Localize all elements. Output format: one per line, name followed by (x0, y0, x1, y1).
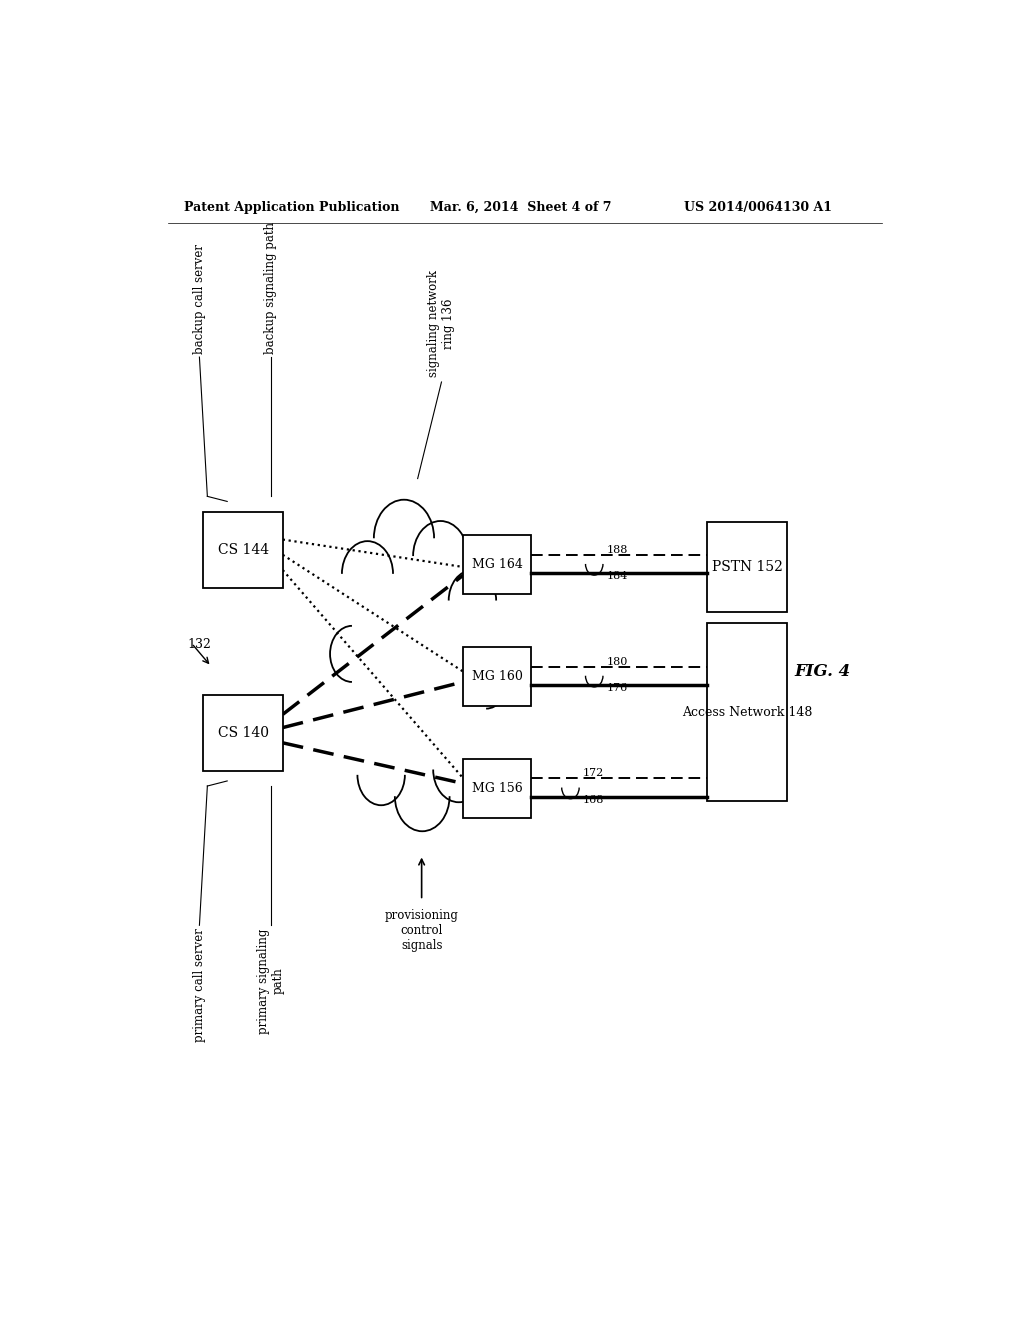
Text: PSTN 152: PSTN 152 (712, 560, 782, 574)
Text: Patent Application Publication: Patent Application Publication (183, 201, 399, 214)
Circle shape (449, 570, 497, 631)
Ellipse shape (349, 582, 486, 760)
Text: MG 160: MG 160 (472, 671, 522, 684)
Circle shape (464, 652, 508, 709)
Text: CS 140: CS 140 (217, 726, 268, 739)
Text: 132: 132 (187, 638, 211, 651)
Circle shape (433, 737, 484, 803)
FancyBboxPatch shape (708, 623, 786, 801)
Circle shape (395, 762, 450, 832)
Text: 172: 172 (583, 768, 603, 779)
Text: US 2014/0064130 A1: US 2014/0064130 A1 (684, 201, 831, 214)
FancyBboxPatch shape (204, 694, 283, 771)
FancyBboxPatch shape (463, 536, 530, 594)
Text: 184: 184 (606, 572, 628, 581)
Text: primary signaling
path: primary signaling path (257, 928, 285, 1034)
Text: 188: 188 (606, 545, 628, 554)
Text: MG 156: MG 156 (472, 781, 522, 795)
Text: 180: 180 (606, 656, 628, 667)
Circle shape (330, 626, 374, 682)
FancyBboxPatch shape (463, 647, 530, 706)
Text: signaling network
ring 136: signaling network ring 136 (427, 269, 456, 378)
Text: Mar. 6, 2014  Sheet 4 of 7: Mar. 6, 2014 Sheet 4 of 7 (430, 201, 611, 214)
Text: primary call server: primary call server (193, 928, 206, 1043)
Text: provisioning
control
signals: provisioning control signals (385, 908, 459, 952)
Text: CS 144: CS 144 (217, 543, 268, 557)
Circle shape (342, 541, 393, 607)
FancyBboxPatch shape (204, 512, 283, 587)
Text: Access Network 148: Access Network 148 (682, 706, 812, 719)
Circle shape (413, 521, 468, 591)
Text: backup signaling path: backup signaling path (264, 222, 278, 354)
Circle shape (374, 500, 434, 577)
Circle shape (357, 744, 404, 805)
FancyBboxPatch shape (708, 523, 786, 611)
Text: 168: 168 (583, 795, 604, 805)
Ellipse shape (327, 529, 509, 814)
Text: MG 164: MG 164 (472, 558, 522, 572)
FancyBboxPatch shape (463, 759, 530, 818)
Text: FIG. 4: FIG. 4 (795, 663, 851, 680)
Text: 176: 176 (606, 682, 628, 693)
Text: backup call server: backup call server (193, 244, 206, 354)
